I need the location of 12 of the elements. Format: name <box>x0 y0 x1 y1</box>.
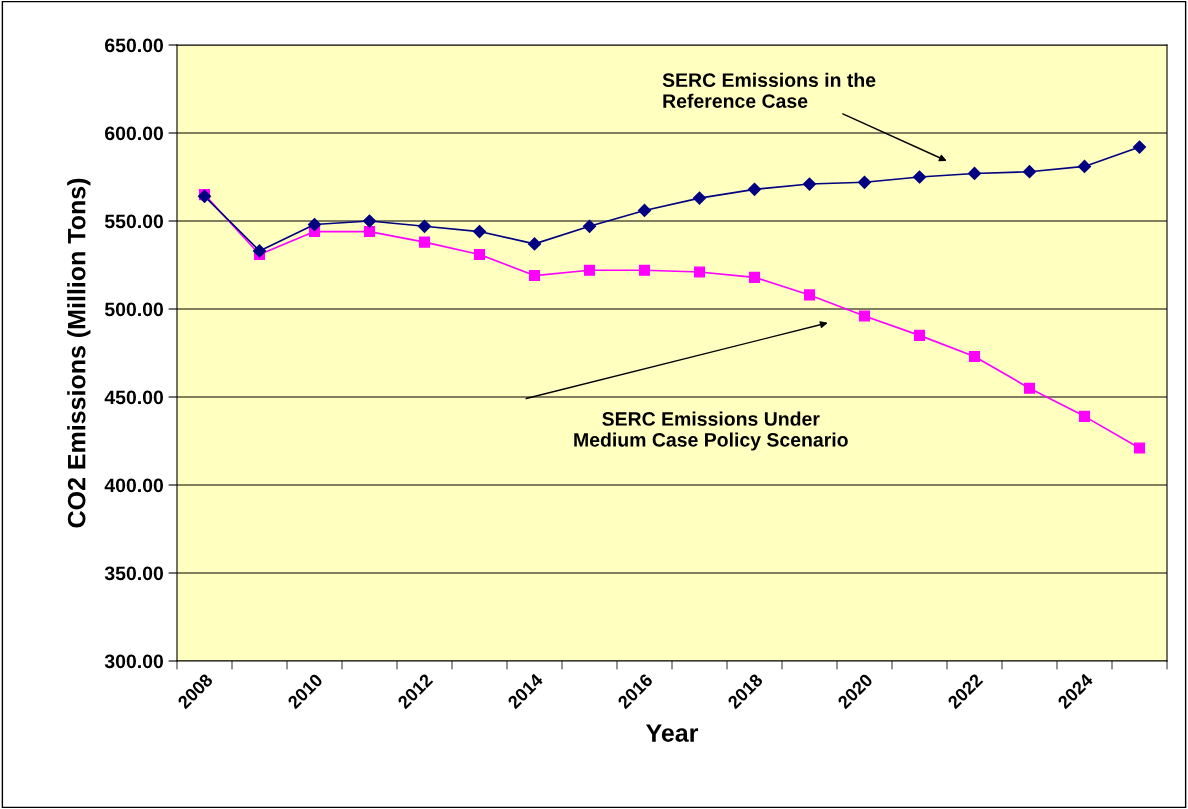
y-tick-label: 500.00 <box>104 302 164 317</box>
y-tick-label: 450.00 <box>104 390 164 405</box>
y-tick-label: 550.00 <box>104 214 164 229</box>
y-tick-label: 650.00 <box>105 38 164 53</box>
x-axis-title: Year <box>646 724 699 742</box>
y-axis-title: CO2 Emissions (Million Tons) <box>67 178 91 528</box>
y-tick-label: 600.00 <box>105 126 164 141</box>
annotation: SERC Emissions in the Reference Case <box>662 72 876 108</box>
y-tick-label: 300.00 <box>104 654 164 669</box>
y-tick-label: 350.00 <box>104 566 164 581</box>
annotation: SERC Emissions Under Medium Case Policy Scenario <box>574 411 848 451</box>
y-tick-label: 400.00 <box>104 478 164 493</box>
